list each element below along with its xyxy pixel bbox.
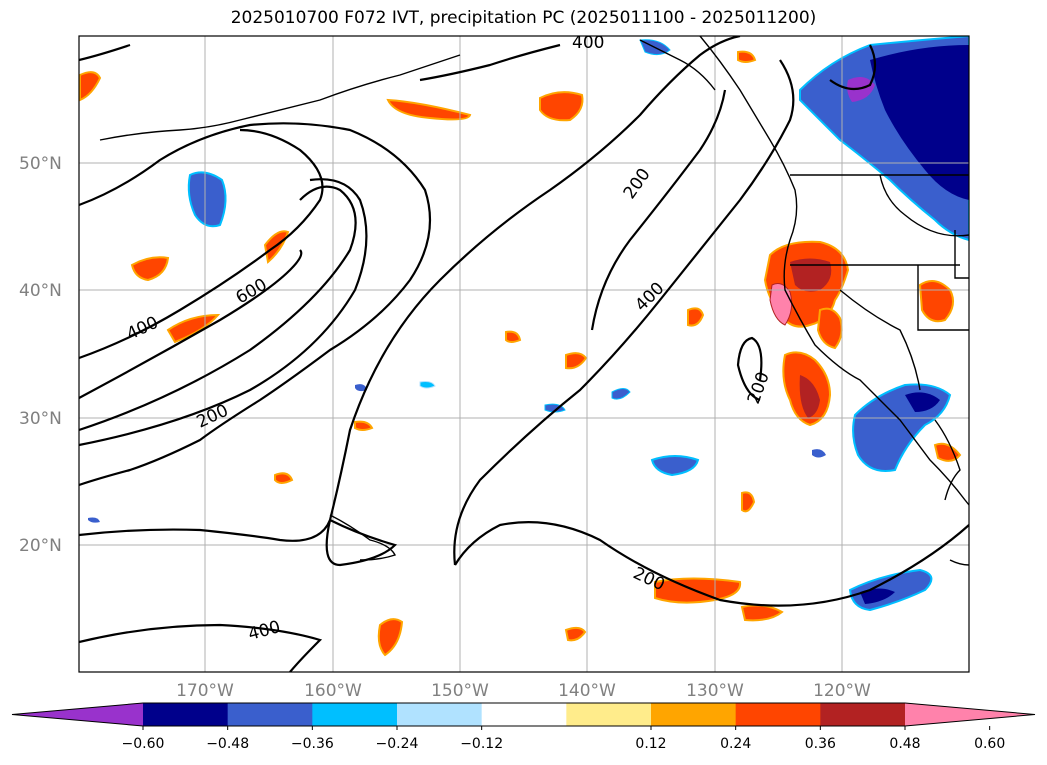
contour-label: 400 [631,278,668,315]
colorbar: −0.60 −0.48 −0.36 −0.24 −0.12 0.12 0.24 0.36 0.4… [11,702,1036,752]
precip-blob [377,618,404,657]
positive-precip-regions [79,50,962,657]
precip-blob [790,258,832,292]
colorbar-tick-label: 0.48 [889,736,920,752]
colorbar-tick-label: 0.24 [720,736,751,752]
coastlines [99,36,969,566]
colorbar-tick-label: −0.24 [376,736,419,752]
precip-blob [860,588,895,604]
colorbar-tick-label: −0.12 [460,736,503,752]
latitude-labels: 50°N 40°N 30°N 20°N [19,154,62,556]
colorbar-segment [566,703,652,726]
lat-label: 40°N [19,281,62,301]
colorbar-tick-label: −0.36 [291,736,334,752]
precip-blob [166,313,221,344]
colorbar-segment [481,703,567,726]
contour-label: 200 [194,401,232,433]
colorbar-tick-label: −0.48 [206,736,249,752]
precip-blob [799,375,820,418]
precip-blob [650,455,700,477]
precip-blob [539,91,584,122]
colorbar-segment [820,703,906,726]
precip-blob [79,71,102,102]
colorbar-tick-label: −0.60 [122,736,165,752]
precip-blob [740,604,784,622]
precip-blob [848,568,933,612]
precip-blob [611,388,631,400]
precip-blob [505,330,522,343]
precip-blob [816,307,843,350]
lon-label: 140°W [558,681,616,701]
lon-label: 170°W [176,681,234,701]
precip-blob [419,381,436,389]
colorbar-segment [227,703,313,726]
map-frame [78,35,970,673]
precip-blob [918,280,955,323]
precip-blob [274,472,294,484]
colorbar-tick-label: 0.60 [974,736,1005,752]
lat-label: 20°N [19,536,62,556]
colorbar-segment [312,703,398,726]
precip-blob [565,352,588,370]
gridlines [79,36,969,672]
precip-blob [741,491,756,513]
contour-label: 200 [620,165,655,203]
precip-blob [355,384,367,392]
map-title: 2025010700 F072 IVT, precipitation PC (2… [230,8,817,28]
lon-label: 160°W [304,681,362,701]
contour-label: 400 [246,617,283,645]
contour-label: 200 [744,369,774,406]
colorbar-tick-label: 0.12 [635,736,666,752]
precip-blob [687,307,705,327]
precip-blob [130,256,170,282]
lon-label: 120°W [813,681,871,701]
contour-label: 400 [124,313,162,345]
precip-blob [847,76,875,102]
precip-blob [870,45,969,200]
longitude-labels: 170°W 160°W 150°W 140°W 130°W 120°W [176,681,871,701]
precip-blob [386,98,472,121]
precip-blob [564,626,587,642]
precip-blob [933,442,962,462]
colorbar-tick-label: 0.36 [805,736,836,752]
precip-blob [187,171,227,228]
precip-blob [88,517,100,523]
contour-label: 600 [233,275,271,309]
colorbar-extend-high [905,703,1035,726]
colorbar-segment [651,703,737,726]
colorbar-extend-low [12,703,143,726]
precip-blob [737,50,757,63]
lon-label: 130°W [686,681,744,701]
lat-label: 30°N [19,409,62,429]
contour-label: 400 [572,33,604,53]
precip-blob [812,449,826,458]
lat-label: 50°N [19,154,62,174]
ivt-contours [79,36,969,672]
colorbar-segment [397,703,483,726]
lon-label: 150°W [431,681,489,701]
precip-blob [354,420,374,431]
colorbar-segment [735,703,821,726]
colorbar-segment [143,703,229,726]
precip-blob [905,392,940,412]
